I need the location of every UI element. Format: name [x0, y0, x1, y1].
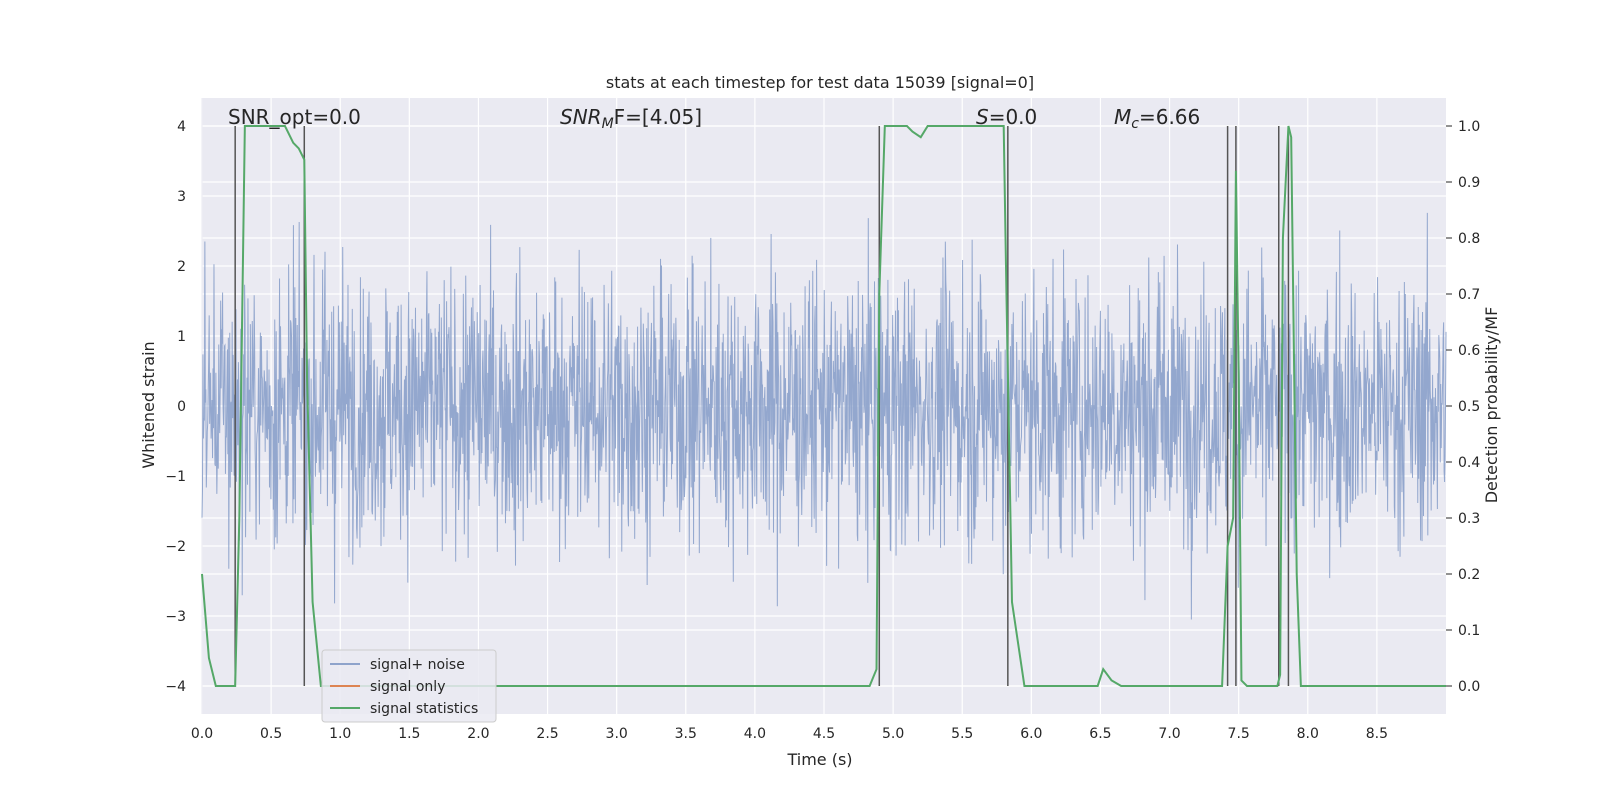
x-tick-label: 0.0: [191, 726, 213, 742]
x-tick-label: 3.5: [675, 726, 697, 742]
y2-tick-label: 0.0: [1458, 679, 1480, 695]
y-tick-label: −3: [165, 609, 186, 625]
y2-tick-label: 0.3: [1458, 511, 1480, 527]
y-tick-label: −1: [165, 469, 186, 485]
y-tick-label: −4: [165, 679, 186, 695]
y2-tick-label: 0.6: [1458, 343, 1480, 359]
x-axis-ticks: 0.0 0.5 1.0 1.5 2.0 2.5 3.0 3.5 4.0 4.5 5.0 5.5 6.0 6…: [191, 726, 1388, 742]
x-tick-label: 4.0: [744, 726, 766, 742]
annotation-snr-opt: SNR_opt=0.0: [228, 105, 361, 129]
y2-tick-label: 0.1: [1458, 623, 1480, 639]
x-tick-label: 4.5: [813, 726, 835, 742]
x-tick-label: 2.5: [536, 726, 558, 742]
x-tick-label: 2.0: [467, 726, 489, 742]
x-tick-label: 0.5: [260, 726, 282, 742]
y-tick-label: 1: [177, 329, 186, 345]
x-tick-label: 6.0: [1020, 726, 1042, 742]
x-tick-label: 5.5: [951, 726, 973, 742]
x-tick-label: 8.5: [1366, 726, 1388, 742]
x-tick-label: 3.0: [606, 726, 628, 742]
signal-statistics-line: [201, 125, 1446, 687]
y2-tick-label: 1.0: [1458, 119, 1480, 135]
x-axis-label: Time (s): [786, 750, 852, 769]
legend: signal+ noise signal only signal statist…: [321, 649, 497, 723]
y-tick-label: 4: [177, 119, 186, 135]
x-tick-label: 1.5: [398, 726, 420, 742]
y2-tick-label: 0.7: [1458, 287, 1480, 303]
y2-tick-label: 0.8: [1458, 231, 1480, 247]
x-tick-label: 1.0: [329, 726, 351, 742]
annotation-snr-mf: SNRMF=[4.05]: [560, 105, 702, 132]
y2-axis-label: Detection probability/MF: [1482, 307, 1501, 504]
x-tick-label: 5.0: [882, 726, 904, 742]
y2-axis-ticks: 0.0 0.1 0.2 0.3 0.4 0.5 0.6 0.7 0.8 0.9 1.0: [1446, 119, 1480, 695]
y-tick-label: 3: [177, 189, 186, 205]
y2-tick-label: 0.2: [1458, 567, 1480, 583]
y2-tick-label: 0.5: [1458, 399, 1480, 415]
annotation-mc: Mc=6.66: [1114, 105, 1200, 132]
x-tick-label: 8.0: [1297, 726, 1319, 742]
y2-tick-label: 0.9: [1458, 175, 1480, 191]
y-axis-label: Whitened strain: [139, 341, 158, 468]
x-tick-label: 6.5: [1089, 726, 1111, 742]
legend-label-statistics: signal statistics: [370, 701, 478, 717]
y2-tick-label: 0.4: [1458, 455, 1480, 471]
legend-label-signal-only: signal only: [370, 679, 445, 695]
y-axis-ticks: −4 −3 −2 −1 0 1 2 3 4: [165, 119, 186, 695]
x-tick-label: 7.0: [1158, 726, 1180, 742]
annotation-s: S=0.0: [976, 105, 1037, 129]
legend-label-noise: signal+ noise: [370, 657, 465, 673]
y-tick-label: 0: [177, 399, 186, 415]
legend-box: [321, 649, 497, 723]
x-tick-label: 7.5: [1228, 726, 1250, 742]
y-tick-label: 2: [177, 259, 186, 275]
chart-title: stats at each timestep for test data 150…: [606, 73, 1034, 92]
y-tick-label: −2: [165, 539, 186, 555]
